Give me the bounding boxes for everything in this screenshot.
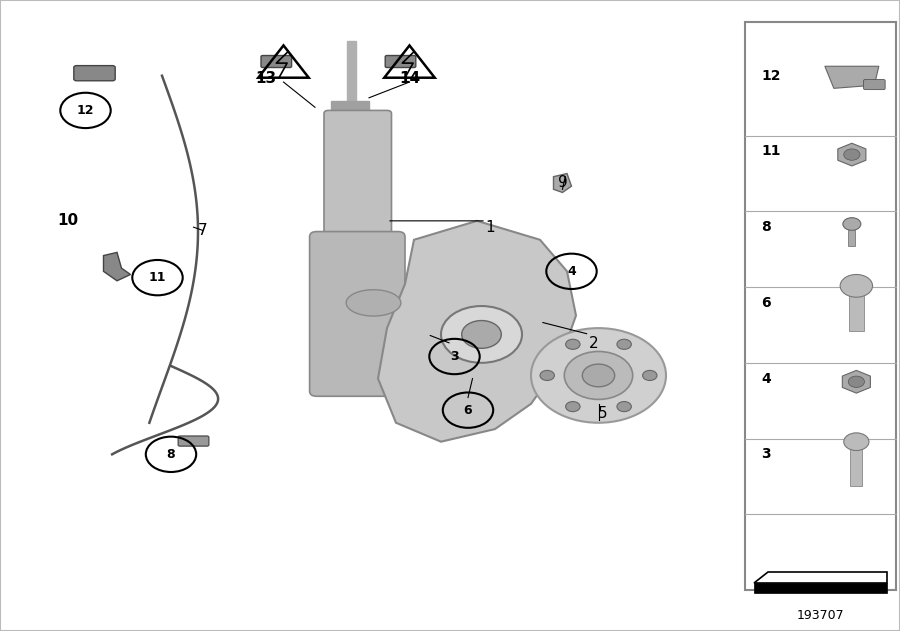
Text: 10: 10	[57, 213, 78, 228]
Text: 4: 4	[567, 265, 576, 278]
Text: 8: 8	[761, 220, 771, 234]
Circle shape	[564, 351, 633, 399]
Polygon shape	[754, 572, 886, 583]
Text: 12: 12	[76, 104, 94, 117]
Text: 14: 14	[399, 71, 420, 86]
Text: 3: 3	[761, 447, 771, 461]
FancyBboxPatch shape	[261, 56, 292, 68]
Text: 1: 1	[486, 220, 495, 235]
Circle shape	[441, 306, 522, 363]
Polygon shape	[554, 174, 572, 192]
Text: 11: 11	[761, 144, 781, 158]
Text: 3: 3	[450, 350, 459, 363]
Circle shape	[531, 328, 666, 423]
Circle shape	[616, 339, 632, 350]
Bar	[850, 442, 862, 486]
FancyBboxPatch shape	[864, 80, 886, 90]
Circle shape	[844, 149, 860, 160]
Polygon shape	[331, 101, 369, 114]
Circle shape	[643, 370, 657, 380]
FancyBboxPatch shape	[385, 56, 416, 68]
Polygon shape	[824, 66, 878, 88]
Text: 2: 2	[590, 336, 598, 351]
Circle shape	[462, 321, 501, 348]
Ellipse shape	[346, 290, 400, 316]
Polygon shape	[378, 221, 576, 442]
Bar	[850, 286, 863, 331]
FancyBboxPatch shape	[324, 110, 392, 243]
Polygon shape	[104, 252, 130, 281]
FancyBboxPatch shape	[74, 66, 115, 81]
Polygon shape	[754, 583, 886, 593]
Circle shape	[842, 218, 860, 230]
Text: 5: 5	[598, 406, 608, 421]
Text: 6: 6	[761, 296, 771, 310]
Circle shape	[844, 433, 869, 451]
Circle shape	[565, 339, 581, 350]
Circle shape	[582, 364, 615, 387]
Text: 4: 4	[761, 372, 771, 386]
Circle shape	[565, 401, 581, 411]
Text: 9: 9	[558, 175, 567, 191]
Bar	[745, 22, 896, 590]
Polygon shape	[346, 41, 356, 107]
Text: 11: 11	[148, 271, 166, 284]
Circle shape	[841, 274, 873, 297]
Circle shape	[616, 401, 632, 411]
Text: 13: 13	[255, 71, 276, 86]
Circle shape	[848, 376, 864, 387]
Bar	[848, 230, 855, 246]
Text: 12: 12	[761, 69, 781, 83]
Circle shape	[540, 370, 554, 380]
Text: 6: 6	[464, 404, 472, 416]
FancyBboxPatch shape	[178, 436, 209, 446]
FancyBboxPatch shape	[310, 232, 405, 396]
Text: 8: 8	[166, 448, 176, 461]
Polygon shape	[842, 370, 870, 393]
Text: 7: 7	[198, 223, 207, 238]
Text: 193707: 193707	[796, 609, 844, 622]
Polygon shape	[838, 143, 866, 166]
